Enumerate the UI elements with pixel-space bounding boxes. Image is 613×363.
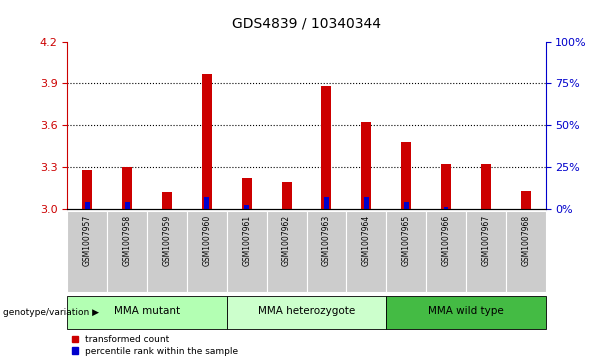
Bar	[321, 86, 332, 209]
Bar	[441, 164, 451, 209]
Text: GSM1007958: GSM1007958	[123, 215, 132, 266]
Text: GSM1007961: GSM1007961	[242, 215, 251, 266]
Text: GSM1007962: GSM1007962	[282, 215, 291, 266]
Text: MMA wild type: MMA wild type	[428, 306, 504, 317]
Text: MMA heterozygote: MMA heterozygote	[258, 306, 355, 317]
Bar	[67, 211, 107, 292]
Bar	[281, 182, 292, 209]
Text: GSM1007964: GSM1007964	[362, 215, 371, 266]
Bar	[85, 202, 89, 209]
Bar	[324, 197, 329, 209]
Bar	[245, 205, 249, 209]
Bar	[361, 122, 371, 209]
Bar	[125, 202, 129, 209]
Legend: transformed count, percentile rank within the sample: transformed count, percentile rank withi…	[72, 335, 238, 355]
Text: GDS4839 / 10340344: GDS4839 / 10340344	[232, 16, 381, 30]
Bar	[147, 211, 187, 292]
Bar	[481, 164, 491, 209]
Bar	[401, 142, 411, 209]
Bar	[227, 211, 267, 292]
Bar	[346, 211, 386, 292]
Bar	[202, 74, 212, 209]
Bar	[82, 170, 93, 209]
Bar	[306, 211, 346, 292]
Bar	[162, 192, 172, 209]
Text: GSM1007957: GSM1007957	[83, 215, 92, 266]
Bar	[506, 211, 546, 292]
Bar	[205, 197, 209, 209]
Text: GSM1007965: GSM1007965	[402, 215, 411, 266]
Text: MMA mutant: MMA mutant	[114, 306, 180, 317]
Text: genotype/variation ▶: genotype/variation ▶	[3, 308, 99, 317]
Bar	[107, 211, 147, 292]
Text: GSM1007963: GSM1007963	[322, 215, 331, 266]
Text: GSM1007960: GSM1007960	[202, 215, 211, 266]
Bar	[122, 167, 132, 209]
Bar	[267, 211, 306, 292]
Bar	[67, 296, 227, 329]
Bar	[187, 211, 227, 292]
Bar	[520, 191, 531, 209]
Bar	[364, 197, 368, 209]
Text: GSM1007959: GSM1007959	[162, 215, 172, 266]
Bar	[466, 211, 506, 292]
Text: GSM1007966: GSM1007966	[441, 215, 451, 266]
Bar	[444, 207, 448, 209]
Bar	[426, 211, 466, 292]
Bar	[404, 202, 408, 209]
Bar	[242, 178, 252, 209]
Bar	[227, 296, 386, 329]
Text: GSM1007967: GSM1007967	[481, 215, 490, 266]
Bar	[386, 211, 426, 292]
Bar	[386, 296, 546, 329]
Text: GSM1007968: GSM1007968	[521, 215, 530, 266]
